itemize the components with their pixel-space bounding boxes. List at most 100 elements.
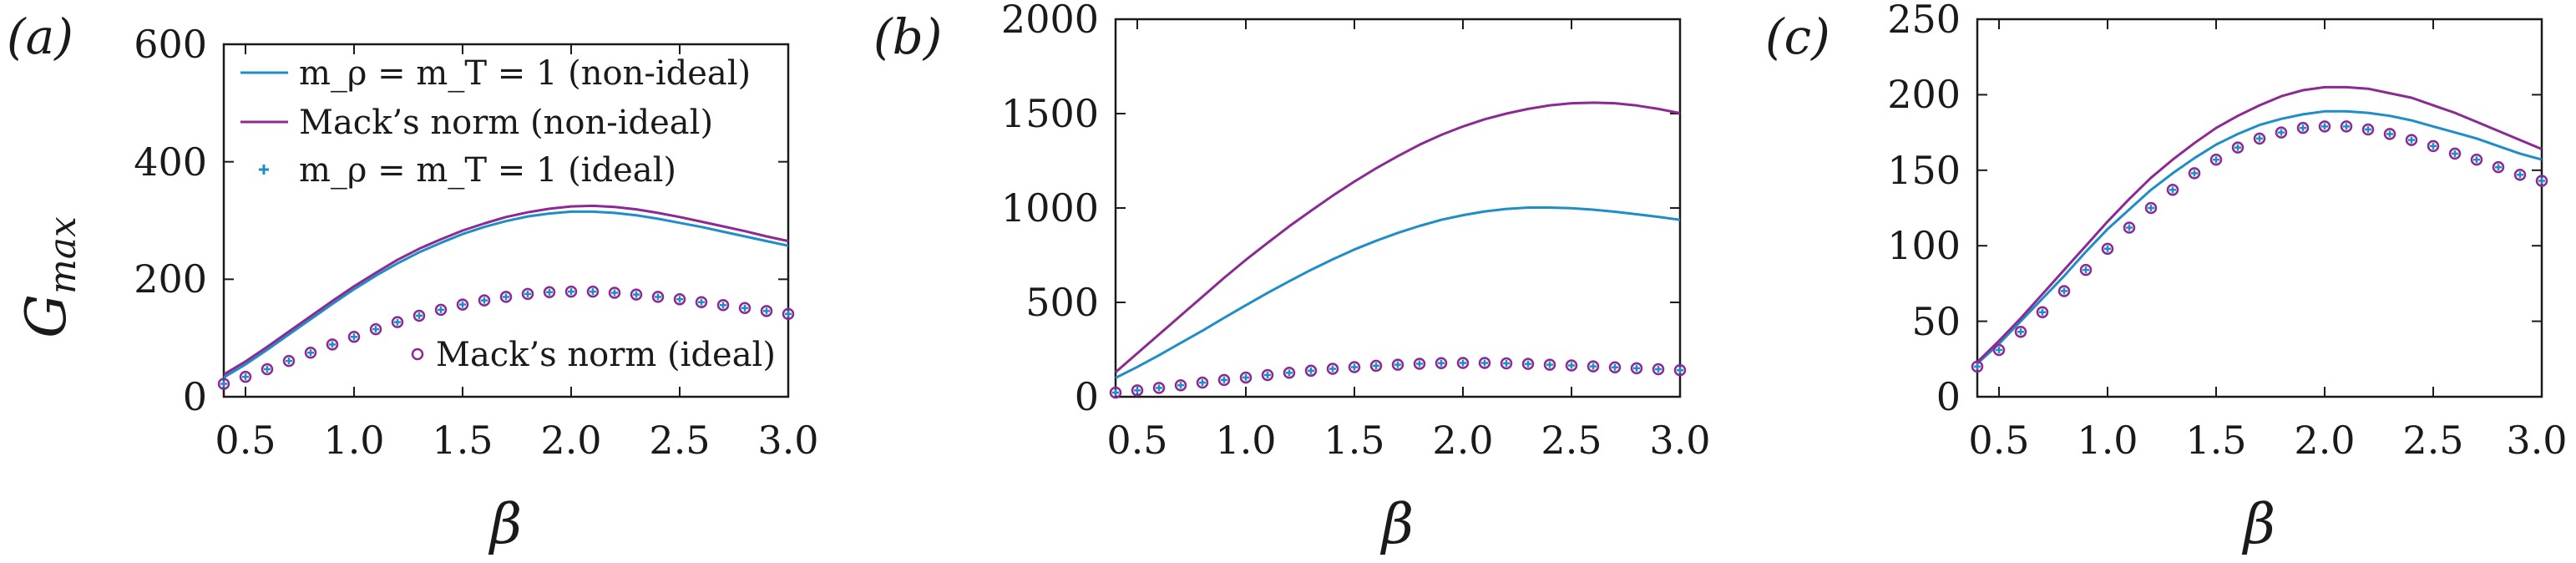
data-point-plus [1156, 384, 1162, 392]
data-point-plus [416, 312, 423, 319]
data-point-circle [1109, 386, 1122, 399]
x-tick-label: 0.5 [1106, 418, 1167, 463]
data-point-circle [586, 285, 600, 298]
data-point-circle [2188, 167, 2201, 180]
data-point-plus [633, 291, 640, 298]
data-point-circle [1673, 363, 1687, 377]
data-point-plus [1503, 359, 1510, 367]
data-point-circle [695, 296, 708, 309]
data-point-plus [1373, 362, 1379, 369]
legend-swatch-plus [259, 165, 269, 175]
data-point-plus [2473, 156, 2480, 164]
data-point-circle [738, 302, 752, 315]
data-point-plus [286, 358, 292, 365]
series-line [1115, 206, 1681, 379]
data-point-plus [307, 349, 314, 357]
panel-a: (a) Gmax 0 200 400 600 0.5 1.0 1.5 2.0 2… [7, 8, 819, 556]
data-point-plus [655, 293, 661, 301]
data-point-plus [2083, 266, 2089, 274]
y-tick-label: 2000 [1001, 0, 1099, 42]
data-point-plus [2343, 123, 2350, 130]
data-point-plus [2256, 134, 2263, 142]
data-point-circle [1304, 364, 1318, 378]
data-point-plus [763, 307, 770, 315]
x-tick-label: 1.5 [2185, 418, 2246, 463]
x-tick-label: 1.0 [1215, 418, 1276, 463]
series-line [223, 210, 789, 379]
data-point-circle [2101, 242, 2114, 256]
x-tick-label: 2.0 [2294, 418, 2355, 463]
data-point-circle [1326, 363, 1339, 375]
x-axis-label-c: β [2241, 492, 2275, 556]
data-point-circle [564, 285, 578, 298]
data-point-plus [1242, 373, 1249, 381]
data-point-circle [1435, 357, 1448, 370]
x-tick-label: 2.0 [1432, 418, 1493, 463]
y-tick-label: 0 [1075, 374, 1099, 419]
data-point-plus [2365, 125, 2371, 133]
x-tick-label: 1.5 [1323, 418, 1384, 463]
data-point-plus [2278, 129, 2285, 136]
legend: m_ρ = m_T = 1 (non-ideal) Mack’s norm (n… [240, 54, 776, 374]
plot-marks-a [217, 43, 795, 398]
data-point-circle [261, 363, 274, 376]
data-point-plus [785, 310, 792, 317]
data-point-plus [2321, 123, 2328, 130]
data-point-plus [698, 298, 705, 306]
series-line [1976, 109, 2543, 365]
x-tick-label: 2.5 [1541, 418, 1602, 463]
y-tick-label: 200 [1887, 72, 1961, 117]
data-point-circle [2405, 134, 2418, 146]
data-point-circle [304, 347, 317, 359]
data-point-circle [2166, 184, 2179, 196]
data-point-circle [217, 378, 230, 390]
x-axis-label-a: β [488, 492, 522, 556]
data-point-circle [1521, 358, 1535, 370]
data-point-plus [1655, 366, 1662, 373]
data-point-plus [568, 288, 574, 296]
data-point-circle [2448, 147, 2462, 160]
data-point-plus [459, 301, 466, 308]
panel-b: (b) 0 500 1000 1500 2000 0.5 1.0 1.5 2.0… [873, 0, 1711, 556]
data-point-circle [1543, 358, 1556, 371]
data-point-plus [2408, 136, 2415, 144]
y-tick-label: 400 [134, 139, 207, 185]
data-point-circle [478, 294, 491, 307]
x-tick-labels-c: 0.5 1.0 1.5 2.0 2.5 3.0 [1968, 418, 2567, 463]
x-tick-label: 3.0 [757, 418, 818, 463]
data-point-circle [1217, 373, 1231, 387]
data-point-circle [1131, 384, 1144, 397]
data-point-circle [2231, 141, 2245, 154]
data-point-plus [720, 302, 726, 309]
y-axis-label: Gmax [14, 216, 84, 338]
data-point-circle [1565, 359, 1578, 372]
data-point-circle [2318, 120, 2331, 133]
data-point-circle [630, 288, 643, 301]
x-axis-label-b: β [1379, 492, 1414, 556]
data-point-circle [1391, 358, 1404, 371]
panel-c: (c) 0 50 100 150 200 250 0.5 1.0 1.5 2.0… [1765, 0, 2568, 556]
data-point-circle [1992, 343, 2006, 357]
data-point-plus [329, 341, 336, 348]
data-point-plus [1329, 365, 1336, 373]
data-point-circle [1369, 359, 1383, 373]
y-tick-label: 600 [134, 22, 207, 67]
data-point-circle [2383, 128, 2396, 140]
data-point-plus [394, 318, 401, 326]
data-point-plus [2495, 164, 2502, 171]
data-point-circle [2470, 153, 2483, 166]
data-point-circle [2079, 263, 2093, 276]
data-point-plus [1394, 361, 1401, 368]
data-point-plus [2452, 150, 2458, 157]
data-point-circle [2253, 132, 2266, 145]
data-point-circle [2535, 175, 2548, 187]
panel-label-a: (a) [7, 8, 73, 65]
y-tick-label: 0 [183, 374, 207, 419]
data-point-plus [1612, 363, 1618, 371]
data-point-circle [543, 286, 556, 299]
y-tick-labels-a: 0 200 400 600 [134, 22, 207, 419]
data-point-circle [239, 370, 252, 383]
data-point-plus [2213, 156, 2219, 164]
legend-entry: Mack’s norm (non-ideal) [299, 104, 713, 142]
